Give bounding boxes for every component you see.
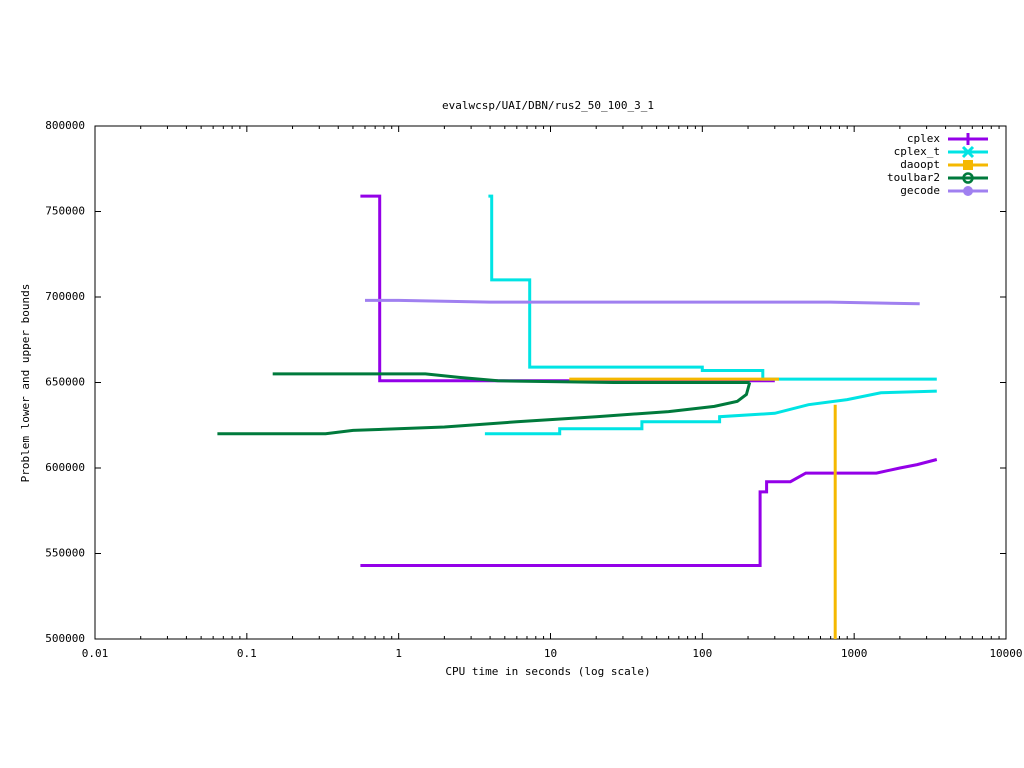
- legend-label: cplex_t: [894, 145, 940, 158]
- x-tick-label: 0.1: [237, 647, 257, 660]
- x-axis-label: CPU time in seconds (log scale): [445, 665, 650, 678]
- y-tick-label: 600000: [45, 461, 85, 474]
- legend-marker: [962, 133, 974, 145]
- series-line: [217, 372, 752, 436]
- y-tick-label: 500000: [45, 632, 85, 645]
- legend-marker: [961, 145, 975, 159]
- legend-marker: [963, 186, 973, 196]
- x-tick-label: 1: [395, 647, 402, 660]
- legend-marker: [962, 172, 974, 184]
- chart-title: evalwcsp/UAI/DBN/rus2_50_100_3_1: [442, 99, 654, 112]
- x-tick-label: 100: [692, 647, 712, 660]
- x-tick-label: 0.01: [82, 647, 109, 660]
- y-tick-label: 750000: [45, 205, 85, 218]
- y-tick-label: 650000: [45, 376, 85, 389]
- series-line: [484, 194, 937, 436]
- series-line: [569, 377, 837, 639]
- y-tick-label: 700000: [45, 290, 85, 303]
- legend-label: gecode: [900, 184, 940, 197]
- legend-label: cplex: [907, 132, 940, 145]
- x-tick-label: 1000: [841, 647, 868, 660]
- y-axis-label: Problem lower and upper bounds: [19, 284, 32, 483]
- legend-label: daoopt: [900, 158, 940, 171]
- legend-marker: [963, 160, 973, 170]
- x-tick-label: 10: [544, 647, 557, 660]
- series-line: [365, 298, 920, 306]
- y-tick-label: 800000: [45, 119, 85, 132]
- legend-label: toulbar2: [887, 171, 940, 184]
- x-tick-label: 10000: [989, 647, 1022, 660]
- y-tick-label: 550000: [45, 547, 85, 560]
